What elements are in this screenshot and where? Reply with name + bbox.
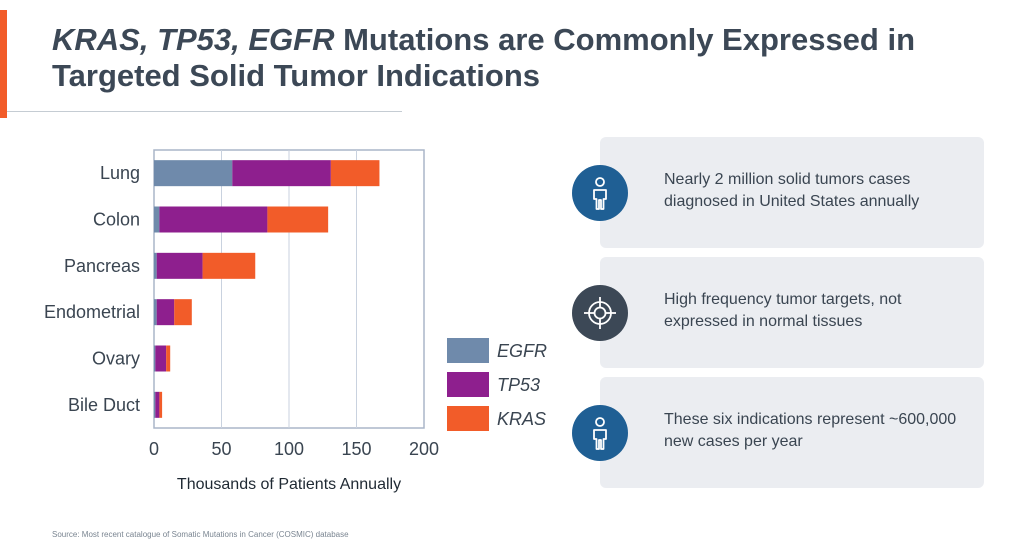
category-label: Ovary — [92, 349, 140, 369]
x-axis-label: Thousands of Patients Annually — [177, 476, 401, 493]
bar-tp53 — [159, 206, 268, 233]
bar-kras — [330, 160, 380, 187]
source-note: Source: Most recent catalogue of Somatic… — [52, 530, 349, 539]
x-tick-label: 200 — [409, 439, 439, 459]
person-icon — [572, 405, 628, 461]
stacked-bar-chart: Lung Colon Pancreas Endometrial Ovary Bile Du… — [44, 149, 547, 493]
accent-bar — [0, 10, 7, 118]
info-card-3: These six indications represent ~600,000… — [572, 377, 984, 488]
bar-egfr — [154, 391, 156, 418]
target-icon — [572, 285, 628, 341]
category-label: Colon — [93, 210, 140, 230]
bar-tp53 — [155, 345, 167, 372]
bar-kras — [202, 252, 256, 279]
bar-kras — [166, 345, 171, 372]
legend-swatch-kras — [447, 406, 489, 431]
bar-kras — [174, 299, 192, 326]
x-tick-label: 0 — [149, 439, 159, 459]
category-label: Lung — [100, 163, 140, 183]
card-text: Nearly 2 million solid tumors cases diag… — [664, 171, 920, 210]
card-text: High frequency tumor targets, not expres… — [664, 291, 902, 330]
x-tick-label: 150 — [341, 439, 371, 459]
category-label: Pancreas — [64, 256, 140, 276]
x-tick-label: 100 — [274, 439, 304, 459]
legend-swatch-egfr — [447, 338, 489, 363]
bar-tp53 — [156, 299, 175, 326]
bar-kras — [267, 206, 329, 233]
category-label: Bile Duct — [68, 395, 140, 415]
bar-egfr — [154, 160, 233, 187]
legend-label-kras: KRAS — [497, 409, 546, 429]
category-label: Endometrial — [44, 302, 140, 322]
bar-egfr — [154, 252, 157, 279]
bar-egfr — [154, 206, 160, 233]
bar-tp53 — [155, 391, 160, 418]
title-divider — [7, 111, 402, 112]
bar-tp53 — [156, 252, 203, 279]
bar-egfr — [154, 345, 156, 372]
bar-kras — [159, 391, 163, 418]
title-rest: Mutations are Commonly Expressed in Targ… — [52, 22, 916, 93]
info-card-1: Nearly 2 million solid tumors cases diag… — [572, 137, 984, 248]
info-card-2: High frequency tumor targets, not expres… — [572, 257, 984, 368]
x-tick-label: 50 — [211, 439, 231, 459]
card-text: These six indications represent ~600,000… — [664, 411, 957, 450]
legend-label-egfr: EGFR — [497, 341, 547, 361]
bar-egfr — [154, 299, 157, 326]
page-title: KRAS, TP53, EGFR Mutations are Commonly … — [52, 22, 992, 94]
bar-tp53 — [232, 160, 331, 187]
legend-swatch-tp53 — [447, 372, 489, 397]
title-genes: KRAS, TP53, EGFR — [52, 22, 335, 57]
legend-label-tp53: TP53 — [497, 375, 540, 395]
person-icon — [572, 165, 628, 221]
